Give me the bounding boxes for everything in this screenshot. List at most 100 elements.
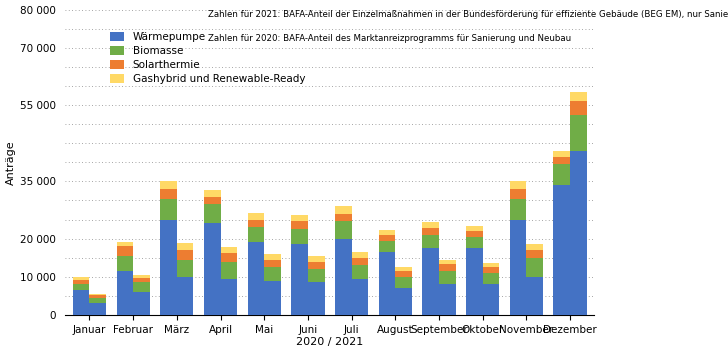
Bar	[73, 277, 90, 280]
Bar	[422, 228, 439, 235]
Bar	[204, 204, 221, 223]
Bar	[335, 239, 352, 315]
Text: Zahlen für 2021: BAFA-Anteil der Einzelmaßnahmen in der Bundesförderung für effi: Zahlen für 2021: BAFA-Anteil der Einzelm…	[208, 10, 728, 19]
Bar	[553, 151, 570, 156]
Bar	[483, 285, 499, 315]
Y-axis label: Anträge: Anträge	[6, 140, 15, 185]
Bar	[510, 181, 526, 189]
Bar	[177, 259, 194, 277]
Bar	[439, 271, 456, 285]
Bar	[483, 267, 499, 273]
Bar	[510, 220, 526, 315]
Bar	[510, 189, 526, 198]
Bar	[439, 285, 456, 315]
Bar	[291, 221, 308, 229]
Bar	[422, 248, 439, 315]
Bar	[248, 220, 264, 227]
Bar	[264, 281, 281, 315]
Bar	[248, 213, 264, 220]
Bar	[466, 237, 483, 248]
Bar	[90, 298, 106, 303]
Bar	[395, 277, 412, 288]
Bar	[379, 230, 395, 235]
Bar	[422, 222, 439, 228]
Bar	[133, 282, 150, 292]
Bar	[379, 252, 395, 315]
Bar	[264, 254, 281, 259]
Legend: Wärmepumpe, Biomasse, Solarthermie, Gashybrid und Renewable-Ready: Wärmepumpe, Biomasse, Solarthermie, Gash…	[108, 30, 307, 86]
Bar	[466, 248, 483, 315]
Bar	[221, 247, 237, 253]
Bar	[90, 294, 106, 295]
Bar	[352, 265, 368, 279]
Bar	[291, 215, 308, 221]
Bar	[352, 258, 368, 265]
Bar	[379, 235, 395, 240]
Bar	[483, 273, 499, 285]
Bar	[221, 279, 237, 315]
Bar	[264, 267, 281, 281]
Bar	[248, 243, 264, 315]
Bar	[204, 197, 221, 204]
Bar	[221, 253, 237, 262]
Bar	[510, 198, 526, 220]
Bar	[133, 275, 150, 278]
Bar	[439, 259, 456, 264]
Bar	[526, 250, 543, 258]
Bar	[264, 259, 281, 267]
Bar	[160, 189, 177, 198]
Bar	[204, 190, 221, 197]
Bar	[439, 264, 456, 271]
Bar	[553, 164, 570, 185]
Bar	[308, 282, 325, 315]
Bar	[422, 235, 439, 248]
Bar	[395, 288, 412, 315]
Bar	[248, 227, 264, 243]
Bar	[466, 226, 483, 231]
Bar	[553, 156, 570, 164]
X-axis label: 2020 / 2021: 2020 / 2021	[296, 337, 363, 347]
Bar	[160, 220, 177, 315]
Bar	[90, 295, 106, 298]
Bar	[90, 303, 106, 315]
Bar	[335, 214, 352, 221]
Bar	[73, 290, 90, 315]
Bar	[116, 242, 133, 246]
Bar	[395, 267, 412, 271]
Bar	[553, 185, 570, 315]
Bar	[308, 256, 325, 262]
Bar	[116, 246, 133, 256]
Bar	[308, 262, 325, 269]
Bar	[395, 271, 412, 277]
Bar	[73, 285, 90, 290]
Bar	[335, 206, 352, 214]
Bar	[352, 252, 368, 258]
Bar	[308, 269, 325, 282]
Bar	[466, 231, 483, 237]
Bar	[570, 114, 587, 151]
Bar	[204, 223, 221, 315]
Bar	[570, 92, 587, 101]
Bar	[160, 198, 177, 220]
Bar	[133, 278, 150, 282]
Bar	[291, 229, 308, 244]
Bar	[73, 280, 90, 285]
Bar	[335, 221, 352, 239]
Bar	[221, 262, 237, 279]
Bar	[352, 279, 368, 315]
Bar	[133, 292, 150, 315]
Bar	[526, 244, 543, 250]
Bar	[177, 250, 194, 259]
Bar	[291, 244, 308, 315]
Bar	[379, 240, 395, 252]
Bar	[570, 151, 587, 315]
Bar	[177, 243, 194, 250]
Bar	[160, 181, 177, 189]
Bar	[483, 263, 499, 267]
Bar	[177, 277, 194, 315]
Bar	[526, 258, 543, 277]
Bar	[116, 271, 133, 315]
Bar	[570, 101, 587, 114]
Text: Zahlen für 2020: BAFA-Anteil des Marktanreizprogramms für Sanierung und Neubau: Zahlen für 2020: BAFA-Anteil des Marktan…	[208, 34, 571, 43]
Bar	[526, 277, 543, 315]
